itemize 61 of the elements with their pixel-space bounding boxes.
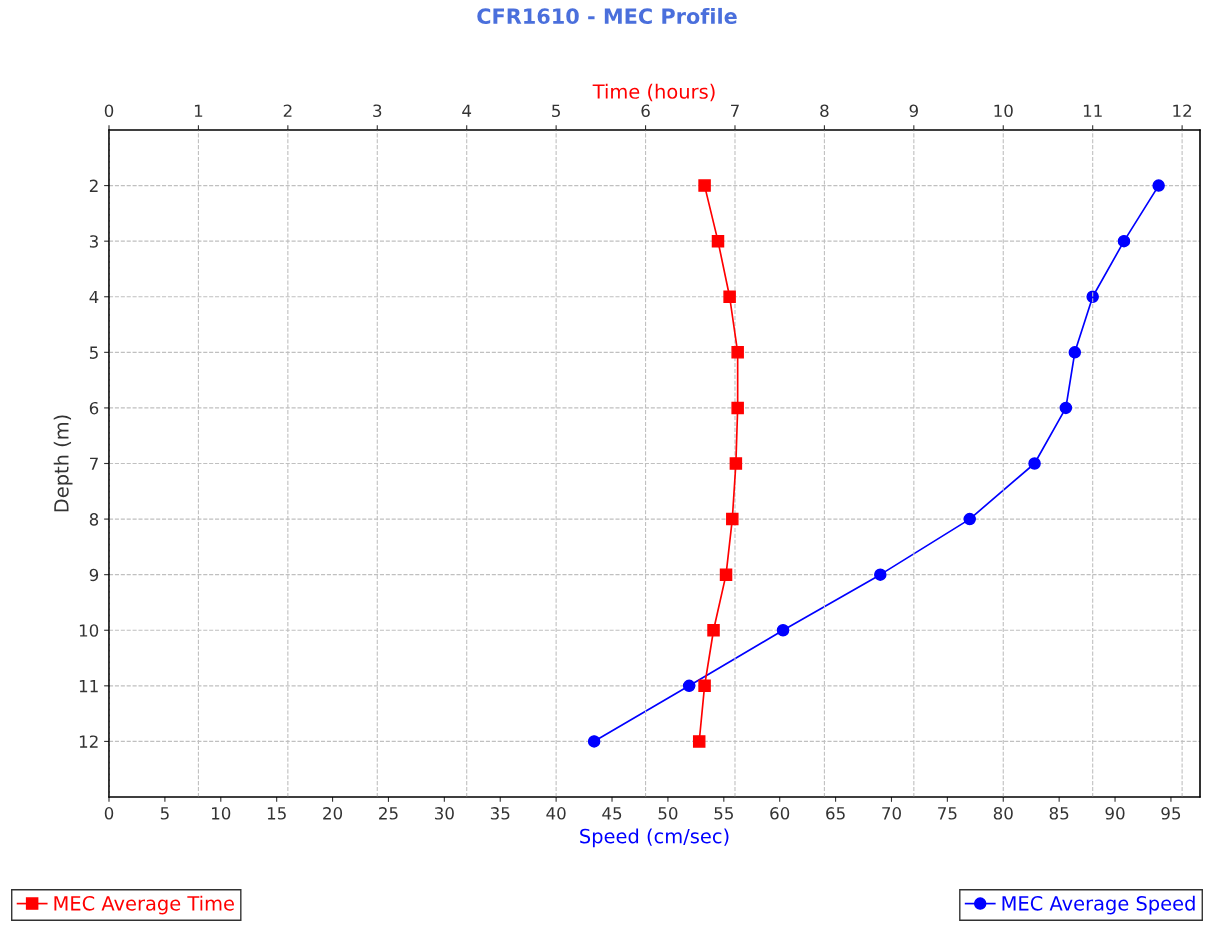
y-tick-label: 9 (89, 568, 99, 582)
chart-title: CFR1610 - MEC Profile (477, 7, 737, 25)
legend-label: MEC Average Time (54, 895, 234, 915)
y-tick-label: 7 (90, 457, 98, 470)
legend-label: MEC Average Speed (1002, 895, 1195, 915)
x-tick-label: 20 (323, 807, 343, 820)
point (719, 568, 733, 581)
x-tick-label: 80 (993, 807, 1013, 820)
x-tick-label: 45 (602, 807, 622, 820)
x2-tick-label: 3 (373, 104, 382, 118)
x2-tick-label: 12 (1173, 104, 1192, 117)
y-tick-label: 2 (89, 179, 98, 192)
x-axis-title: Speed (cm/sec) (580, 828, 729, 848)
y-tick-label: 8 (89, 513, 99, 526)
x2-tick-label: 11 (1083, 104, 1102, 117)
point (723, 290, 736, 304)
x-tick-label: 5 (160, 807, 169, 820)
x-tick-label: 0 (104, 807, 114, 820)
point (698, 679, 711, 693)
x-tick-label: 30 (435, 807, 454, 820)
x2-tick-label: 9 (909, 104, 918, 118)
x-tick-label: 60 (770, 807, 790, 820)
x-tick-label: 90 (1105, 807, 1125, 820)
x2-tick-label: 7 (731, 104, 739, 117)
x2-tick-label: 2 (283, 104, 292, 117)
x-tick-label: 50 (658, 807, 678, 820)
x-tick-label: 75 (938, 807, 957, 820)
x-tick-label: 65 (826, 807, 845, 820)
x-tick-label: 55 (714, 807, 733, 820)
point (731, 346, 744, 359)
y-tick-label: 11 (79, 680, 98, 693)
x2-tick-label: 6 (641, 104, 650, 118)
y-tick-label: 6 (89, 401, 99, 415)
x-tick-label: 35 (490, 807, 510, 820)
y-tick-label: 3 (89, 235, 98, 248)
point (707, 623, 720, 637)
x2-tick-label: 0 (104, 104, 114, 118)
x-tick-label: 85 (1049, 807, 1069, 820)
point (731, 401, 744, 415)
x2-axis-title: Time (hours) (592, 83, 715, 102)
point (692, 735, 706, 748)
point (729, 457, 743, 470)
x-tick-label: 70 (882, 807, 901, 820)
x-tick-label: 10 (212, 807, 231, 820)
point (711, 234, 725, 248)
y-axis-title: Depth (m) (53, 415, 73, 512)
x2-tick-label: 10 (994, 104, 1013, 118)
x2-tick-label: 8 (820, 104, 829, 118)
point (726, 512, 739, 526)
y-tick-label: 4 (89, 290, 99, 304)
x-tick-label: 15 (267, 807, 286, 820)
x2-tick-label: 5 (552, 104, 560, 118)
x2-tick-label: 4 (462, 104, 472, 117)
x-tick-label: 25 (379, 807, 398, 820)
point (698, 179, 711, 192)
x-tick-label: 40 (546, 807, 566, 820)
x-tick-label: 95 (1161, 807, 1181, 820)
y-tick-label: 5 (89, 346, 98, 359)
x2-tick-label: 1 (194, 104, 203, 117)
y-tick-label: 12 (79, 735, 98, 748)
y-tick-label: 10 (79, 624, 99, 637)
